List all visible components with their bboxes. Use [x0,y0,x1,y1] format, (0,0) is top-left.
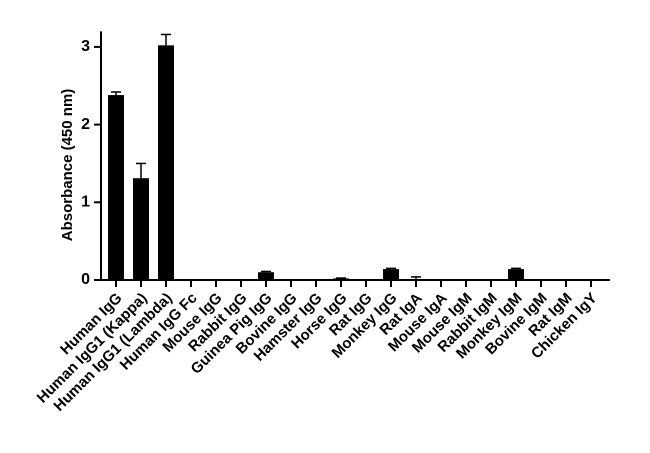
y-tick-label: 0 [81,271,90,288]
y-tick-label: 3 [81,38,90,55]
error-bar [136,162,146,179]
bar [333,278,349,280]
bar [108,95,124,280]
y-tick-label: 1 [81,194,90,211]
bar [258,272,274,280]
bar [558,279,574,280]
bar [383,269,399,280]
bar [508,269,524,280]
y-axis-label: Absorbance (450 nm) [59,89,76,242]
bar [408,279,424,280]
error-bar [411,276,421,280]
bar [133,178,149,280]
bar [158,45,174,280]
y-tick-label: 2 [81,116,90,133]
error-bar [161,33,171,46]
error-bar [511,267,521,270]
error-bar [261,270,271,273]
error-bar [386,267,396,270]
error-bar [111,91,121,96]
